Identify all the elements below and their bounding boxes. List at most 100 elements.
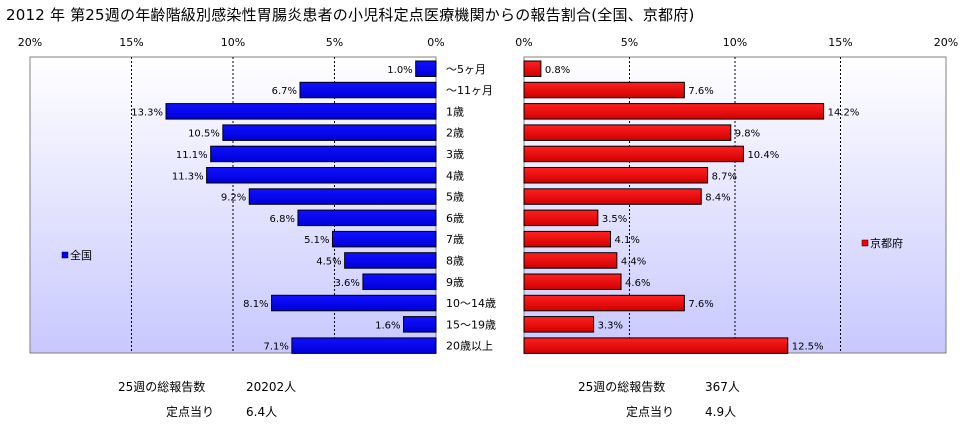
category-labels: ～5ヶ月 ～11ヶ月 1歳 2歳 3歳 4歳 5歳 6歳 7歳 8歳 9歳 10～14歳 15～19歳 2…: [446, 63, 496, 353]
national-bar: [165, 103, 437, 120]
left-tick-label: 10%: [221, 36, 245, 49]
kyoto-bar-label: 4.4%: [621, 256, 646, 267]
kyoto-bar-label: 3.5%: [602, 214, 627, 225]
national-total-label: 25週の総報告数: [118, 380, 206, 394]
category-label: 6歳: [446, 212, 464, 225]
right-tick-label: 15%: [828, 36, 852, 49]
national-bar: [222, 124, 437, 141]
kyoto-bar: [523, 103, 825, 120]
left-tick-label: 15%: [119, 36, 143, 49]
kyoto-bar-label: 4.6%: [625, 278, 650, 289]
kyoto-total-label: 25週の総報告数: [578, 380, 666, 394]
national-bar: [415, 60, 437, 77]
national-bar: [331, 230, 437, 248]
national-bar: [271, 294, 437, 312]
legend-kyoto-swatch: [861, 239, 869, 247]
kyoto-per-label: 定点当り: [626, 405, 675, 419]
kyoto-bar-label: 8.4%: [705, 193, 730, 204]
national-bar: [206, 167, 437, 184]
kyoto-total-value: 367人: [705, 380, 740, 394]
national-per-label: 定点当り: [166, 405, 215, 419]
kyoto-bar: [523, 167, 709, 184]
right-tick-label: 10%: [723, 36, 747, 49]
left-axis-ticks: 20% 15% 10% 5% 0%: [18, 36, 445, 49]
national-bar: [297, 209, 437, 227]
national-bar-label: 10.5%: [188, 129, 220, 140]
national-bar: [248, 188, 437, 205]
national-bar: [291, 337, 437, 354]
national-bar-label: 6.7%: [272, 86, 297, 97]
national-bar-label: 9.2%: [221, 193, 246, 204]
kyoto-bar-label: 7.6%: [688, 86, 713, 97]
right-tick-label: 20%: [934, 36, 958, 49]
category-label: ～5ヶ月: [446, 63, 486, 76]
kyoto-bar: [523, 81, 685, 99]
kyoto-bar-label: 8.7%: [712, 171, 737, 182]
kyoto-per-value: 4.9人: [705, 405, 737, 419]
national-bars: 1.0% 6.7% 13.3% 10.5% 11.1% 11.3% 9.2% 6.8% 5.1%…: [131, 60, 437, 354]
national-bar-label: 5.1%: [304, 235, 329, 246]
national-bar-label: 3.6%: [335, 278, 360, 289]
category-label: 7歳: [446, 233, 464, 246]
category-label: 9歳: [446, 276, 464, 289]
national-bar-label: 13.3%: [131, 107, 163, 118]
kyoto-bar: [523, 124, 732, 141]
kyoto-bar-label: 7.6%: [688, 299, 713, 310]
legend-kyoto-label: 京都府: [870, 236, 903, 250]
kyoto-bar-label: 14.2%: [828, 107, 860, 118]
kyoto-bar: [523, 294, 685, 312]
kyoto-bar: [523, 337, 789, 354]
category-label: 1歳: [446, 105, 464, 118]
national-bar-label: 11.3%: [172, 171, 204, 182]
right-axis-ticks: 0% 5% 10% 15% 20%: [515, 36, 958, 49]
category-label: 8歳: [446, 254, 464, 267]
national-bar-label: 8.1%: [243, 299, 268, 310]
national-bar-label: 1.6%: [375, 320, 400, 331]
national-per-value: 6.4人: [246, 405, 278, 419]
national-bar-label: 4.5%: [316, 256, 341, 267]
kyoto-bar: [523, 230, 612, 248]
national-bar-label: 7.1%: [263, 342, 288, 353]
kyoto-bar: [523, 188, 702, 205]
left-tick-label: 5%: [326, 36, 343, 49]
category-label: ～11ヶ月: [446, 84, 493, 97]
national-bar: [362, 273, 437, 290]
category-label: 10～14歳: [446, 297, 496, 310]
left-tick-label: 20%: [18, 36, 42, 49]
left-tick-label: 0%: [427, 36, 444, 49]
legend-kyoto: 京都府: [861, 236, 903, 250]
kyoto-bar: [523, 252, 618, 269]
right-tick-label: 5%: [621, 36, 638, 49]
kyoto-bar: [523, 145, 744, 163]
kyoto-bar: [523, 273, 622, 290]
national-bar: [344, 252, 437, 269]
kyoto-bar-label: 12.5%: [792, 342, 824, 353]
national-bar-label: 6.8%: [270, 214, 295, 225]
category-label: 5歳: [446, 191, 464, 204]
kyoto-bar: [523, 316, 595, 333]
legend-national-label: 全国: [70, 248, 92, 262]
kyoto-bar-label: 0.8%: [545, 65, 570, 76]
national-bar-label: 1.0%: [387, 65, 412, 76]
kyoto-bar-label: 9.8%: [735, 129, 760, 140]
national-bar: [210, 145, 437, 163]
legend-national: 全国: [61, 248, 92, 262]
category-label: 20歳以上: [446, 340, 493, 353]
kyoto-bar: [523, 60, 542, 77]
national-bar: [299, 81, 437, 99]
national-bar: [403, 316, 437, 333]
kyoto-bar-label: 3.3%: [598, 320, 623, 331]
category-label: 2歳: [446, 127, 464, 140]
chart-title: 2012 年 第25週の年齢階級別感染性胃腸炎患者の小児科定点医療機関からの報告…: [6, 6, 695, 24]
national-bar-label: 11.1%: [176, 150, 208, 161]
kyoto-bar: [523, 209, 599, 227]
category-label: 4歳: [446, 169, 464, 182]
kyoto-bar-label: 10.4%: [747, 150, 779, 161]
category-label: 15～19歳: [446, 318, 496, 331]
legend-national-swatch: [61, 251, 69, 259]
category-label: 3歳: [446, 148, 464, 161]
right-tick-label: 0%: [515, 36, 532, 49]
kyoto-bar-label: 4.1%: [615, 235, 640, 246]
national-total-value: 20202人: [246, 380, 297, 394]
